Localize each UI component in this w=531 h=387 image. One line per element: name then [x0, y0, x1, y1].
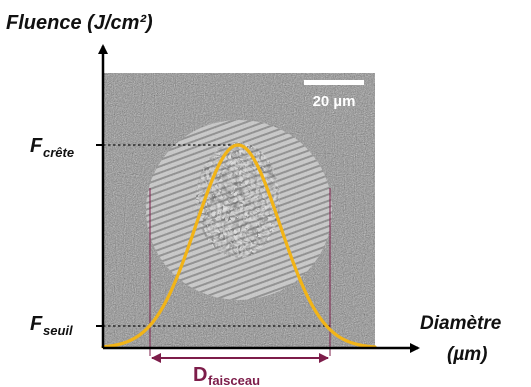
scale-bar: 20 µm	[304, 80, 364, 110]
threshold-fluence-sub: seuil	[43, 323, 73, 338]
x-axis-label-line1: Diamètre	[420, 313, 502, 334]
peak-fluence-label: F crête	[30, 135, 74, 160]
gaussian-fluence-curve	[101, 143, 377, 349]
y-axis-label: Fluence (J/cm²)	[6, 12, 153, 34]
beam-diameter-sub: faisceau	[208, 373, 260, 387]
beam-diameter-main: D	[193, 364, 207, 386]
peak-fluence-sub: crête	[43, 145, 74, 160]
threshold-fluence-label: F seuil	[30, 313, 73, 338]
ablated-spot	[146, 120, 332, 300]
beam-diameter-label: D faisceau	[193, 364, 260, 387]
scale-bar-label: 20 µm	[313, 93, 356, 110]
threshold-fluence-main: F	[30, 313, 43, 335]
x-axis-label-line2: (µm)	[447, 344, 488, 365]
peak-fluence-main: F	[30, 135, 43, 157]
sem-micrograph: 20 µm	[103, 73, 375, 348]
